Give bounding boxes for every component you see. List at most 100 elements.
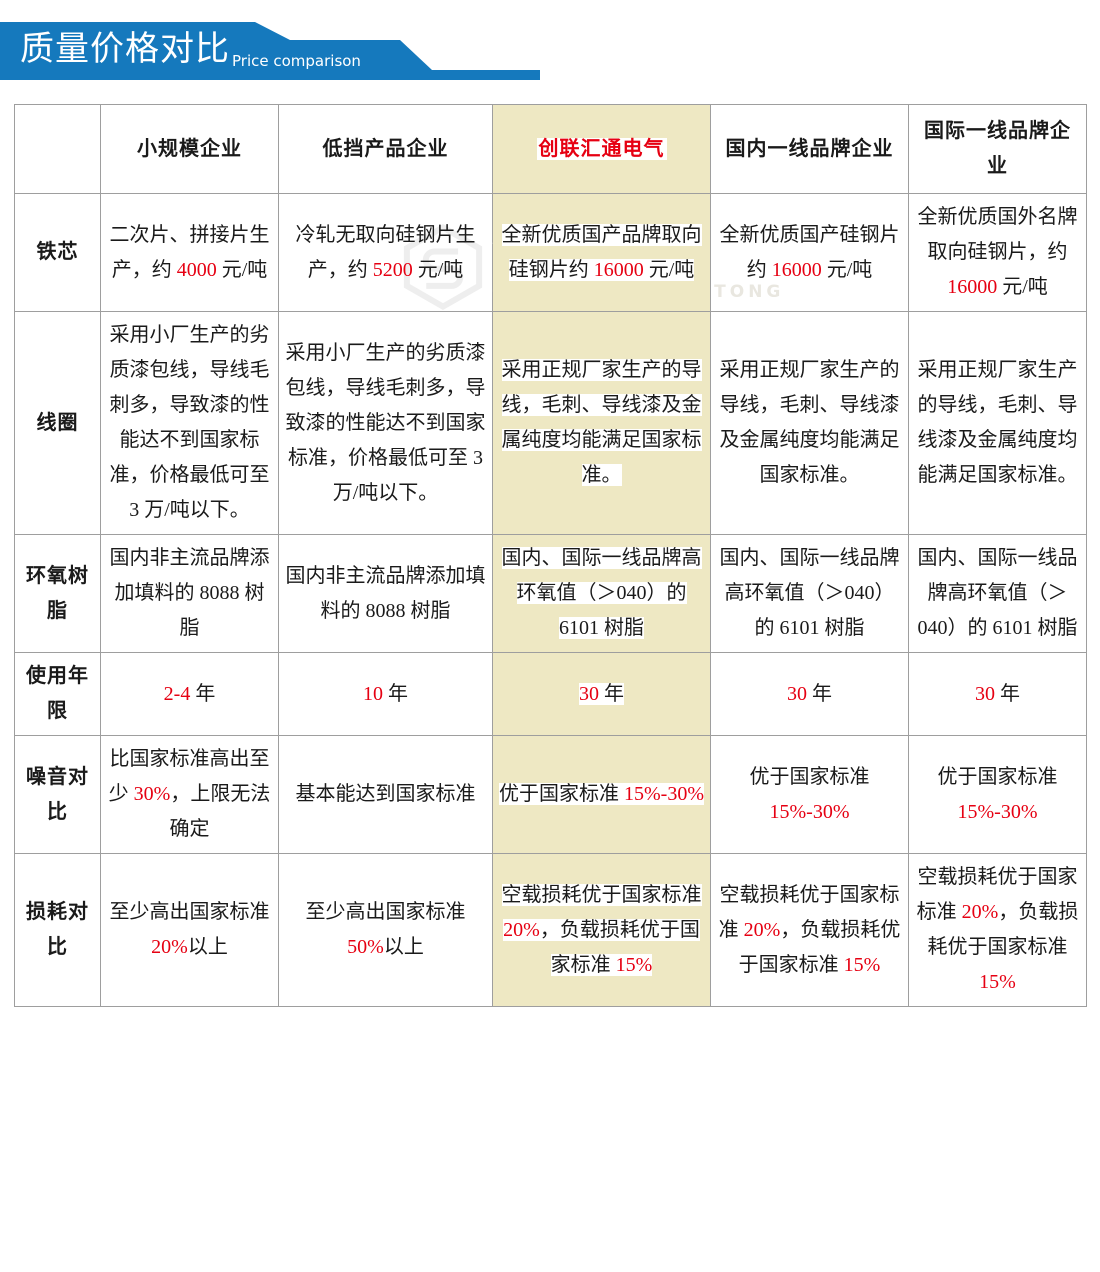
- cell-content: 采用正规厂家生产的导线，毛刺、导线漆及金属纯度均能满足国家标准。: [918, 359, 1078, 486]
- row-label-1: 线圈: [14, 311, 101, 535]
- cell-content: 国内、国际一线品牌高环氧值（＞040）的 6101 树脂: [501, 547, 702, 639]
- cell-content: 30 年: [787, 683, 832, 705]
- cell-value-number: 4000: [176, 258, 217, 281]
- cell-text: 国内、国际一线品牌高环氧值（＞040）的 6101 树脂: [719, 547, 900, 639]
- cell-content: 国内、国际一线品牌高环氧值（＞040）的 6101 树脂: [720, 547, 900, 639]
- banner-shape-icon: [0, 22, 540, 80]
- cell-text: ，负载损耗优于国家标准: [738, 918, 901, 976]
- cell-text: 以上: [383, 936, 424, 958]
- cell-r5-c3: 空载损耗优于国家标准 20%，负载损耗优于国家标准 15%: [710, 853, 909, 1007]
- cell-r2-c2: 国内、国际一线品牌高环氧值（＞040）的 6101 树脂: [492, 534, 711, 653]
- row-label-text: 铁芯: [36, 241, 79, 263]
- cell-r1-c0: 采用小厂生产的劣质漆包线，导线毛刺多，导致漆的性能达不到国家标准，价格最低可至 …: [100, 311, 279, 535]
- cell-text: 年: [190, 682, 216, 705]
- cell-value-number: 20%: [151, 936, 188, 958]
- cell-r4-c4: 优于国家标准 15%-30%: [908, 735, 1087, 854]
- cell-value-number: 15%: [843, 953, 881, 976]
- cell-text: 采用正规厂家生产的导线，毛刺、导线漆及金属纯度均能满足国家标准。: [917, 359, 1078, 486]
- cell-content: 采用小厂生产的劣质漆包线，导线毛刺多，导致漆的性能达不到国家标准，价格最低可至 …: [110, 324, 270, 521]
- cell-content: 二次片、拼接片生产，约 4000 元/吨: [110, 224, 270, 281]
- cell-r0-c1: 冷轧无取向硅钢片生产，约 5200 元/吨: [278, 193, 493, 312]
- row-label-text: 使用年限: [26, 665, 89, 722]
- cell-text: 元/吨: [412, 258, 464, 281]
- cell-content: 采用小厂生产的劣质漆包线，导线毛刺多，导致漆的性能达不到国家标准，价格最低可至 …: [286, 342, 486, 504]
- row-label-3: 使用年限: [14, 652, 101, 736]
- cell-value-number: 15%-30%: [769, 800, 850, 823]
- cell-content: 2-4 年: [164, 683, 216, 705]
- row-label-text: 环氧树脂: [26, 564, 89, 622]
- column-header-label: 国际一线品牌企业: [924, 120, 1071, 177]
- row-label-text: 噪音对比: [26, 765, 89, 823]
- cell-text: 比国家标准高出至少: [108, 748, 270, 805]
- cell-text: 空载损耗优于国家标准: [718, 883, 900, 941]
- column-header-3: 创联汇通电气: [492, 104, 711, 194]
- cell-text: ，上限无法确定: [169, 783, 271, 840]
- comparison-table: 小规模企业 低挡产品企业 创联汇通电气 国内一线品牌企业 国际一线品牌企业铁芯 二次片、拼…: [14, 104, 1087, 1007]
- cell-text: 采用正规厂家生产的导线，毛刺、导线漆及金属纯度均能满足国家标准。: [719, 359, 900, 486]
- cell-text: 采用小厂生产的劣质漆包线，导线毛刺多，导致漆的性能达不到国家标准，价格最低可至 …: [109, 324, 270, 521]
- column-header-2: 低挡产品企业: [278, 104, 493, 194]
- cell-content: 采用正规厂家生产的导线，毛刺、导线漆及金属纯度均能满足国家标准。: [720, 359, 900, 486]
- cell-r1-c2: 采用正规厂家生产的导线，毛刺、导线漆及金属纯度均能满足国家标准。: [492, 311, 711, 535]
- column-header-label: 小规模企业: [137, 137, 242, 160]
- cell-content: 全新优质国产品牌取向硅钢片约 16000 元/吨: [501, 223, 702, 281]
- column-header-4: 国内一线品牌企业: [710, 104, 909, 194]
- row-label-4: 噪音对比: [14, 735, 101, 854]
- cell-r2-c0: 国内非主流品牌添加填料的 8088 树脂: [100, 534, 279, 653]
- cell-value-number: 20%: [503, 918, 540, 941]
- cell-r2-c3: 国内、国际一线品牌高环氧值（＞040）的 6101 树脂: [710, 534, 909, 653]
- cell-content: 空载损耗优于国家标准 20%，负载损耗优于国家标准 15%: [719, 884, 901, 976]
- cell-value-number: 16000: [771, 258, 822, 281]
- cell-r3-c0: 2-4 年: [100, 652, 279, 736]
- column-header-5: 国际一线品牌企业: [908, 104, 1087, 194]
- cell-text: ，负载损耗优于国家标准: [539, 918, 700, 976]
- cell-text: 全新优质国外名牌取向硅钢片，约: [917, 206, 1078, 263]
- cell-text: 国内非主流品牌添加填料的 8088 树脂: [109, 547, 270, 639]
- table-row: 噪音对比 比国家标准高出至少 30%，上限无法确定 基本能达到国家标准 优于国家标准 …: [14, 735, 1087, 854]
- cell-text: 国内非主流品牌添加填料的 8088 树脂: [285, 564, 486, 622]
- cell-value-number: 16000: [593, 258, 644, 281]
- table-row: 线圈 采用小厂生产的劣质漆包线，导线毛刺多，导致漆的性能达不到国家标准，价格最低可…: [14, 311, 1087, 535]
- table-corner-cell: [14, 104, 101, 194]
- cell-r0-c4: 全新优质国外名牌取向硅钢片，约 16000 元/吨: [908, 193, 1087, 312]
- cell-r4-c0: 比国家标准高出至少 30%，上限无法确定: [100, 735, 279, 854]
- cell-content: 全新优质国产硅钢片约 16000 元/吨: [720, 224, 900, 281]
- cell-content: 至少高出国家标准 50%以上: [306, 901, 466, 958]
- column-header-1: 小规模企业: [100, 104, 279, 194]
- cell-text: ，负载损耗优于国家标准: [927, 901, 1079, 958]
- cell-value-number: 10: [363, 682, 383, 705]
- cell-text: 二次片、拼接片生产，约: [109, 223, 270, 281]
- table-row: 环氧树脂 国内非主流品牌添加填料的 8088 树脂 国内非主流品牌添加填料的 808…: [14, 534, 1087, 653]
- cell-text: 优于国家标准: [937, 765, 1058, 788]
- cell-r3-c3: 30 年: [710, 652, 909, 736]
- cell-r1-c3: 采用正规厂家生产的导线，毛刺、导线漆及金属纯度均能满足国家标准。: [710, 311, 909, 535]
- cell-value-number: 5200: [372, 258, 413, 281]
- cell-content: 国内、国际一线品牌高环氧值（＞040）的 6101 树脂: [918, 547, 1078, 639]
- cell-text: 优于国家标准: [499, 783, 624, 805]
- column-header-label: 国内一线品牌企业: [725, 137, 894, 160]
- cell-text: 至少高出国家标准: [305, 901, 466, 923]
- cell-content: 空载损耗优于国家标准 20%，负载损耗优于国家标准 15%: [501, 883, 702, 976]
- cell-content: 采用正规厂家生产的导线，毛刺、导线漆及金属纯度均能满足国家标准。: [501, 359, 702, 486]
- cell-text: 年: [807, 682, 832, 705]
- cell-r4-c2: 优于国家标准 15%-30%: [492, 735, 711, 854]
- cell-content: 30 年: [975, 683, 1020, 705]
- cell-value-number: 15%: [615, 953, 653, 976]
- cell-r0-c0: 二次片、拼接片生产，约 4000 元/吨: [100, 193, 279, 312]
- cell-r3-c1: 10 年: [278, 652, 493, 736]
- cell-value-number: 50%: [347, 936, 384, 958]
- row-label-5: 损耗对比: [14, 853, 101, 1007]
- cell-value-number: 20%: [743, 918, 781, 941]
- cell-text: 以上: [187, 936, 228, 958]
- cell-value-number: 30: [579, 682, 599, 705]
- cell-content: 优于国家标准 15%-30%: [938, 766, 1058, 823]
- cell-r5-c1: 至少高出国家标准 50%以上: [278, 853, 493, 1007]
- cell-text: 优于国家标准: [749, 765, 870, 788]
- cell-value-number: 30: [787, 682, 807, 705]
- cell-content: 优于国家标准 15%-30%: [499, 783, 704, 805]
- page-title: 质量价格对比: [20, 29, 230, 69]
- cell-content: 比国家标准高出至少 30%，上限无法确定: [109, 748, 271, 840]
- cell-text: 空载损耗优于国家标准: [501, 883, 702, 906]
- cell-r4-c1: 基本能达到国家标准: [278, 735, 493, 854]
